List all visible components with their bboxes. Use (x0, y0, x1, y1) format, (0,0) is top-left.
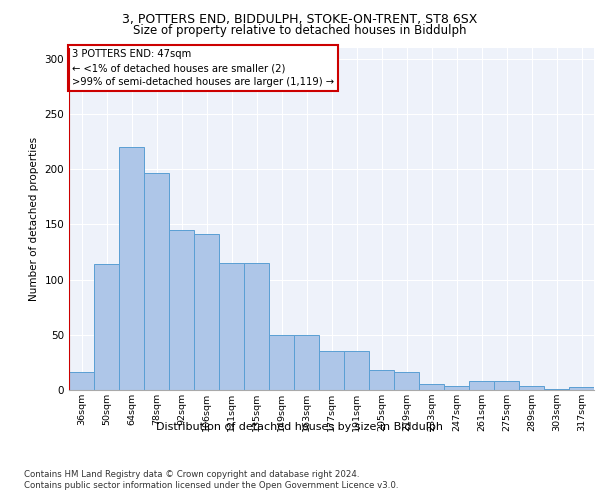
Bar (444, 386, 469, 390)
Bar (219, 263, 244, 390)
Text: Size of property relative to detached houses in Biddulph: Size of property relative to detached ho… (133, 24, 467, 37)
Bar (419, 384, 444, 390)
Y-axis label: Number of detached properties: Number of detached properties (29, 136, 39, 301)
Bar (169, 230, 194, 390)
Bar (119, 147, 144, 390)
Bar (294, 335, 319, 390)
Bar (244, 263, 269, 390)
Bar (494, 381, 519, 390)
Bar (544, 389, 569, 390)
Text: 3, POTTERS END, BIDDULPH, STOKE-ON-TRENT, ST8 6SX: 3, POTTERS END, BIDDULPH, STOKE-ON-TRENT… (122, 12, 478, 26)
Bar (519, 386, 544, 390)
Text: Contains HM Land Registry data © Crown copyright and database right 2024.: Contains HM Land Registry data © Crown c… (24, 470, 359, 479)
Bar (319, 352, 344, 390)
Text: Contains public sector information licensed under the Open Government Licence v3: Contains public sector information licen… (24, 481, 398, 490)
Bar (94, 264, 119, 390)
Bar (394, 372, 419, 390)
Text: 3 POTTERS END: 47sqm
← <1% of detached houses are smaller (2)
>99% of semi-detac: 3 POTTERS END: 47sqm ← <1% of detached h… (71, 49, 334, 87)
Bar (369, 370, 394, 390)
Bar (69, 372, 94, 390)
Bar (269, 335, 294, 390)
Bar (344, 352, 369, 390)
Bar (469, 381, 494, 390)
Bar (144, 174, 169, 390)
Text: Distribution of detached houses by size in Biddulph: Distribution of detached houses by size … (157, 422, 443, 432)
Bar (194, 234, 219, 390)
Bar (569, 386, 594, 390)
